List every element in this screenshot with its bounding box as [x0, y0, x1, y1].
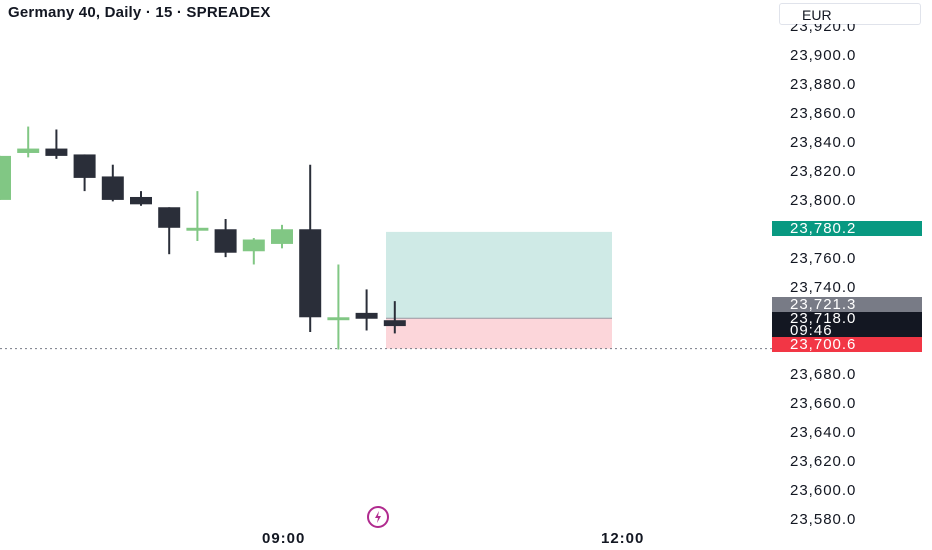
- candle[interactable]: [101, 164, 124, 202]
- candle-body: [0, 155, 11, 200]
- candle-body: [355, 312, 378, 319]
- candle[interactable]: [130, 191, 152, 206]
- candle-body: [73, 154, 96, 178]
- last-price-tag: 23,718.0 09:46: [772, 310, 922, 339]
- candle-body: [214, 229, 237, 253]
- candle[interactable]: [327, 264, 350, 350]
- candle-body: [17, 148, 40, 153]
- candle[interactable]: [214, 218, 237, 258]
- candle-body: [101, 176, 124, 200]
- candle-body: [45, 148, 68, 156]
- candle[interactable]: [271, 224, 293, 249]
- time-label: 09:00: [262, 530, 306, 547]
- candle[interactable]: [73, 154, 96, 192]
- price-label-clipped: 23,920.0: [790, 24, 857, 33]
- time-label: 12:00: [601, 530, 645, 547]
- price-label: 23,640.0: [790, 424, 857, 441]
- chart-title[interactable]: Germany 40, Daily · 15 · SPREADEX: [8, 4, 271, 21]
- candle[interactable]: [45, 129, 68, 159]
- target-price-tag: 23,780.2: [772, 221, 922, 236]
- candle[interactable]: [17, 126, 40, 158]
- price-label: 23,900.0: [790, 47, 857, 64]
- candle[interactable]: [0, 155, 11, 200]
- price-label: 23,880.0: [790, 76, 857, 93]
- entry-price-tag: 23,721.3: [772, 297, 922, 312]
- profit-zone: [386, 231, 612, 319]
- last-price-value: 23,718.0: [790, 310, 857, 327]
- candle-body: [186, 227, 209, 231]
- price-label: 23,600.0: [790, 482, 857, 499]
- candles: [0, 126, 406, 350]
- candle[interactable]: [242, 238, 265, 265]
- currency-selector[interactable]: EUR: [779, 3, 921, 25]
- candle-body: [130, 196, 152, 205]
- candle[interactable]: [158, 207, 181, 255]
- bolt-icon[interactable]: [367, 506, 389, 528]
- candle-body: [327, 317, 350, 321]
- price-label: 23,860.0: [790, 105, 857, 122]
- candle[interactable]: [299, 164, 322, 332]
- bar-countdown: 09:46: [790, 322, 833, 339]
- candle[interactable]: [186, 191, 209, 241]
- candle-body: [242, 239, 265, 252]
- stop-price-tag: 23,700.6: [772, 337, 922, 352]
- candle[interactable]: [355, 289, 378, 331]
- candle[interactable]: [383, 301, 406, 334]
- price-label: 23,620.0: [790, 453, 857, 470]
- price-label: 23,760.0: [790, 250, 857, 267]
- candle-body: [271, 229, 293, 244]
- candle-body: [299, 229, 322, 318]
- price-label: 23,680.0: [790, 366, 857, 383]
- candle-body: [383, 320, 406, 327]
- position-zones: [386, 231, 612, 349]
- price-label: 23,800.0: [790, 192, 857, 209]
- price-label: 23,660.0: [790, 395, 857, 412]
- price-label: 23,840.0: [790, 134, 857, 151]
- price-label: 23,580.0: [790, 511, 857, 528]
- candle-body: [158, 207, 181, 228]
- price-label: 23,820.0: [790, 163, 857, 180]
- loss-zone: [386, 318, 612, 349]
- price-label: 23,740.0: [790, 279, 857, 296]
